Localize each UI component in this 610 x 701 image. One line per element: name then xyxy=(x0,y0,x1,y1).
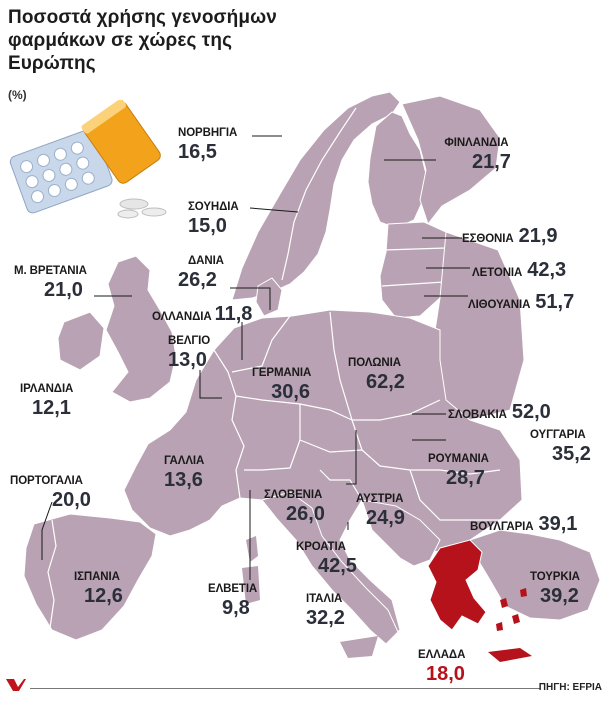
uk-shape xyxy=(105,255,177,403)
label-netherlands: ΟΛΛΑΝΔΙΑ 11,8 xyxy=(152,303,253,325)
label-italy: ΙΤΑΛΙΑ 32,2 xyxy=(306,593,345,629)
label-romania: ΡΟΥΜΑΝΙΑ 28,7 xyxy=(428,453,489,489)
greece-shape xyxy=(427,539,487,631)
finland-shape xyxy=(367,111,427,229)
balkans-shape xyxy=(361,499,441,567)
label-norway: ΝΟΡΒΗΓΙΑ 16,5 xyxy=(178,127,238,163)
iberia-shape xyxy=(23,513,157,641)
publisher-logo-icon xyxy=(6,679,26,691)
label-denmark: ΔΑΝΙΑ 26,2 xyxy=(178,255,224,291)
crete-shape xyxy=(488,648,532,662)
eastern-land-shape xyxy=(401,95,501,226)
aegean-islands xyxy=(496,588,527,631)
continent-borders xyxy=(213,311,501,521)
label-france: ΓΑΛΛΙΑ 13,6 xyxy=(164,455,205,491)
label-latvia: ΛΕΤΟΝΙΑ 42,3 xyxy=(472,259,567,281)
scandinavia-shape xyxy=(231,91,401,301)
unit-label: (%) xyxy=(8,88,27,102)
leader-lines xyxy=(41,135,470,580)
label-turkey: ΤΟΥΡΚΙΑ 39,2 xyxy=(530,571,580,607)
label-portugal: ΠΟΡΤΟΓΑΛΙΑ 20,0 xyxy=(10,475,91,511)
sicily-shape xyxy=(340,636,378,658)
ireland-shape xyxy=(57,311,105,371)
label-hungary: ΟΥΓΓΑΡΙΑ 35,2 xyxy=(530,429,591,465)
label-austria: ΑΥΣΤΡΙΑ 24,9 xyxy=(356,493,405,529)
corsica-shape xyxy=(246,536,258,562)
sardinia-shape xyxy=(242,566,260,604)
italy-shape xyxy=(261,491,399,645)
label-estonia: ΕΣΘΟΝΙΑ 21,9 xyxy=(462,225,558,247)
label-ireland: ΙΡΛΑΝΔΙΑ 12,1 xyxy=(20,383,74,419)
norway-sweden-border xyxy=(281,107,357,281)
label-lithuania: ΛΙΘΟΥΑΝΙΑ 51,7 xyxy=(468,291,575,313)
label-slovenia: ΣΛΟΒΕΝΙΑ 26,0 xyxy=(264,489,325,525)
turkey-shape xyxy=(469,529,601,621)
source-note: ΠΗΓΗ: EFPIA xyxy=(538,682,602,693)
label-sweden: ΣΟΥΗΔΙΑ 15,0 xyxy=(188,201,239,237)
map-title: Ποσοστά χρήσης γενοσήμων φαρμάκων σε χώρ… xyxy=(8,7,277,74)
baltics-borders xyxy=(381,247,447,287)
label-switzerland: ΕΛΒΕΤΙΑ 9,8 xyxy=(208,583,258,619)
label-poland: ΠΟΛΩΝΙΑ 62,2 xyxy=(348,357,405,393)
label-bulgaria: ΒΟΥΛΓΑΡΙΑ 39,1 xyxy=(470,513,578,535)
label-germany: ΓΕΡΜΑΝΙΑ 30,6 xyxy=(252,367,312,403)
label-finland: ΦΙΝΛΑΝΔΙΑ 21,7 xyxy=(444,137,511,173)
baltics-shape xyxy=(379,221,449,319)
label-belgium: ΒΕΛΓΙΟ 13,0 xyxy=(168,335,211,371)
portugal-spain-border xyxy=(47,519,57,629)
label-spain: ΙΣΠΑΝΙΑ 12,6 xyxy=(74,571,123,607)
label-greece: ΕΛΛΑΔΑ 18,0 xyxy=(418,649,466,685)
continent-shape xyxy=(123,309,523,641)
belarus-ukraine-shape xyxy=(431,231,525,421)
pills-illustration-icon xyxy=(9,100,167,219)
label-slovakia: ΣΛΟΒΑΚΙΑ 52,0 xyxy=(448,401,551,423)
footer-divider xyxy=(30,688,540,689)
label-croatia: ΚΡΟΑΤΙΑ 42,5 xyxy=(296,541,357,577)
label-uk: Μ. ΒΡΕΤΑΝΙΑ 21,0 xyxy=(14,265,87,301)
